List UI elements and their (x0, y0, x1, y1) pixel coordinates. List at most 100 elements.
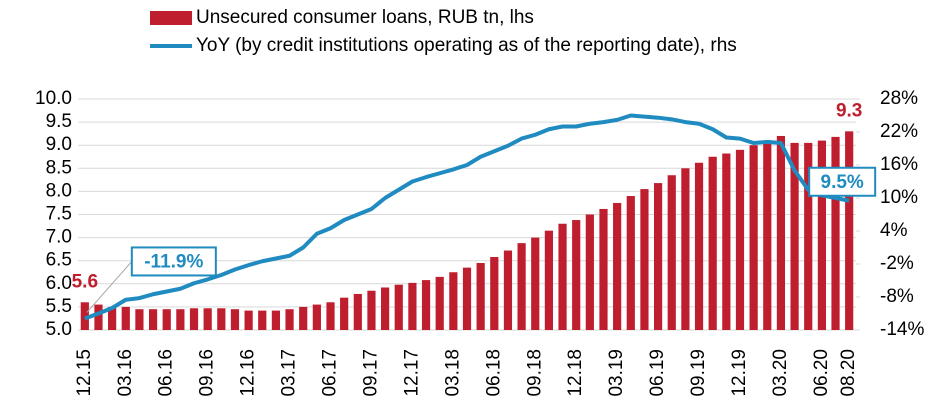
bar (804, 142, 813, 330)
bar (735, 149, 745, 330)
x-tick-label: 09.17 (360, 349, 381, 397)
x-tick-label: 03.16 (115, 349, 136, 397)
bar (667, 175, 676, 330)
y-tick-label: 10.0 (35, 88, 72, 109)
data-label: 9.5% (821, 172, 864, 193)
callout-box (130, 246, 217, 277)
bar (831, 136, 840, 330)
bar (694, 162, 704, 330)
bar (148, 309, 158, 330)
bar (558, 223, 567, 330)
bar (599, 208, 608, 330)
x-tick-label: 12.17 (401, 349, 422, 397)
x-tick-label: 08.20 (838, 349, 859, 397)
y2-tick-label: -14% (880, 319, 924, 340)
x-tick-label: 12.19 (729, 349, 750, 397)
y2-tick-label: 16% (880, 154, 918, 175)
bar (763, 140, 772, 330)
y-tick-label: 7.0 (46, 227, 72, 248)
bar (189, 308, 199, 330)
bar (244, 310, 253, 330)
bar (845, 131, 854, 330)
x-tick-label: 12.18 (565, 349, 586, 397)
y-tick-label: 8.5 (46, 157, 72, 178)
bar (312, 304, 321, 330)
x-tick-label: 09.19 (688, 349, 709, 397)
bar (80, 302, 89, 330)
legend-label: Unsecured consumer loans, RUB tn, lhs (196, 7, 534, 28)
y-tick-label: 5.5 (46, 296, 72, 317)
x-tick-label: 12.16 (238, 349, 259, 397)
bar (271, 310, 281, 330)
leader-line (86, 261, 133, 313)
bar (585, 214, 594, 330)
callout-box (808, 166, 877, 197)
bar (572, 220, 581, 330)
y-tick-label: 8.0 (46, 180, 72, 201)
bar (394, 284, 403, 330)
bar (381, 287, 390, 330)
bar (449, 272, 458, 330)
legend-swatch (150, 11, 192, 25)
bar (531, 237, 540, 330)
bar (340, 297, 349, 330)
bar (749, 145, 758, 330)
y2-tick-label: 22% (880, 121, 918, 142)
data-label: -11.9% (144, 251, 203, 272)
bar (503, 250, 513, 330)
bar (108, 306, 117, 330)
bar (162, 309, 171, 330)
bar (462, 267, 472, 330)
legend-label: YoY (by credit institutions operating as… (196, 35, 737, 56)
x-tick-label: 03.19 (606, 349, 627, 397)
data-label: 9.3 (836, 100, 862, 121)
bar (230, 309, 240, 330)
bar (94, 304, 103, 330)
bar (490, 257, 499, 330)
bar (217, 308, 226, 330)
x-tick-label: 06.20 (811, 349, 832, 397)
x-tick-label: 03.18 (442, 349, 463, 397)
bar (640, 189, 649, 330)
data-label: 5.6 (72, 271, 98, 292)
line (84, 113, 850, 321)
x-tick-label: 06.19 (647, 349, 668, 397)
bar (613, 202, 622, 330)
y2-tick-label: -8% (880, 286, 914, 307)
x-tick-label: 09.16 (197, 349, 218, 397)
y2-tick-label: 10% (880, 187, 918, 208)
bar (790, 142, 799, 330)
bar (708, 156, 717, 330)
y-tick-label: 7.5 (46, 204, 72, 225)
bar (517, 243, 526, 330)
bar (626, 196, 635, 330)
y-tick-label: 9.0 (46, 134, 72, 155)
bar (326, 302, 335, 330)
bar (722, 153, 731, 330)
y2-tick-label: -2% (880, 253, 914, 274)
x-tick-label: 06.16 (156, 349, 177, 397)
bar (135, 309, 144, 330)
bar (176, 309, 185, 330)
bar (367, 290, 376, 330)
bar (203, 308, 212, 330)
bar (435, 276, 444, 330)
bar (299, 306, 308, 330)
bar (353, 293, 362, 330)
y-tick-label: 9.5 (46, 111, 72, 132)
x-tick-label: 09.18 (524, 349, 545, 397)
bar (121, 306, 130, 330)
bar (681, 168, 690, 330)
y-tick-label: 6.5 (46, 250, 72, 271)
bar (776, 135, 786, 330)
y-tick-label: 5.0 (46, 319, 72, 340)
bar (476, 263, 485, 330)
x-tick-label: 03.17 (279, 349, 300, 397)
y-tick-label: 6.0 (46, 273, 72, 294)
y2-tick-label: 4% (880, 220, 908, 241)
x-tick-label: 06.18 (483, 349, 504, 397)
x-tick-label: 03.20 (770, 349, 791, 397)
bar (421, 280, 431, 330)
bar (285, 309, 294, 330)
